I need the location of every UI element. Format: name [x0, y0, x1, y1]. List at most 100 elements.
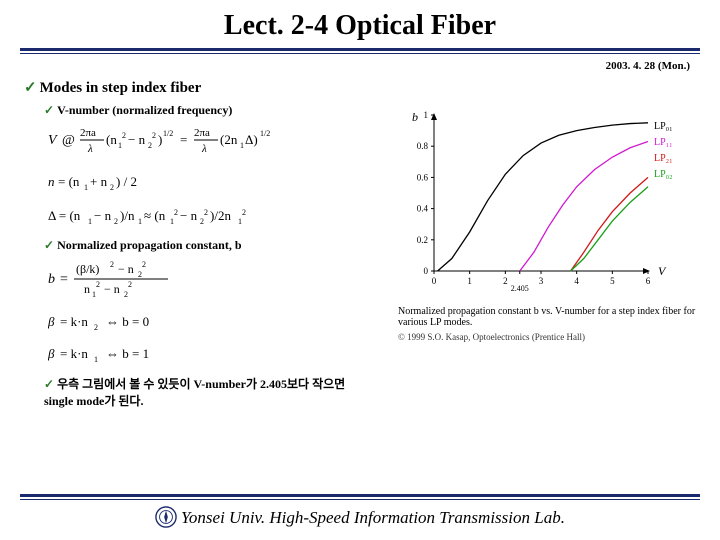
svg-text:b: b [412, 110, 418, 124]
svg-text:n: n [84, 282, 90, 296]
svg-text:0.2: 0.2 [417, 235, 428, 245]
svg-text:β: β [48, 346, 55, 361]
svg-text:1: 1 [88, 217, 92, 226]
svg-text:LP₁₁: LP₁₁ [654, 137, 673, 148]
svg-text:V: V [658, 264, 667, 278]
slide-title: Lect. 2-4 Optical Fiber [0, 0, 720, 42]
formula-n: n = (n 1 + n 2 ) / 2 [48, 170, 374, 194]
svg-text:=: = [180, 132, 187, 147]
svg-text:2πa: 2πa [80, 127, 96, 139]
svg-text:1: 1 [92, 290, 96, 299]
svg-text:⇔ b = 1: ⇔ b = 1 [106, 346, 149, 361]
svg-text:− n: − n [94, 208, 112, 223]
svg-text:2: 2 [200, 217, 204, 226]
svg-text:LP₀₂: LP₀₂ [654, 169, 673, 180]
svg-text:2: 2 [174, 208, 178, 217]
svg-text:5: 5 [610, 276, 615, 286]
formula-b: b = (β/k) 2 − n 2 2 n 1 2 − n 2 2 [48, 257, 374, 301]
bullet-main-text: Modes in step index fiber [40, 80, 202, 96]
svg-text:2: 2 [152, 131, 156, 140]
svg-text:1: 1 [84, 183, 88, 192]
formula-beta2: β = k·n 1 ⇔ b = 1 [48, 343, 374, 365]
svg-text:(β/k): (β/k) [76, 262, 99, 276]
svg-text:2: 2 [114, 217, 118, 226]
content-area: ✓Modes in step index fiber ✓V-number (no… [24, 78, 374, 413]
svg-text:− n: − n [180, 208, 198, 223]
bullet-main: ✓Modes in step index fiber [24, 78, 374, 97]
svg-text:b: b [48, 272, 55, 287]
svg-text:1: 1 [424, 110, 429, 120]
check-icon: ✓ [44, 377, 54, 391]
svg-text:2: 2 [138, 270, 142, 279]
svg-text:2: 2 [148, 141, 152, 150]
svg-text:Δ): Δ) [245, 132, 258, 147]
svg-text:− n: − n [104, 282, 120, 296]
formula-v: V @ 2πa λ (n 1 2 − n 2 2 ) 1/2 = 2πa λ (… [48, 122, 374, 160]
svg-text:=: = [60, 272, 68, 287]
svg-text:2: 2 [96, 280, 100, 289]
svg-text:) / 2: ) / 2 [116, 174, 137, 189]
svg-text:6: 6 [646, 276, 651, 286]
svg-text:= k·n: = k·n [60, 314, 88, 329]
chart-credit: © 1999 S.O. Kasap, Optoelectronics (Pren… [398, 332, 698, 342]
svg-text:2: 2 [110, 183, 114, 192]
svg-text:(n: (n [106, 132, 117, 147]
svg-text:− n: − n [118, 262, 134, 276]
svg-text:1: 1 [94, 355, 98, 364]
svg-text:0.8: 0.8 [417, 141, 429, 151]
svg-text:≈ (n: ≈ (n [144, 208, 166, 223]
svg-text:LP₂₁: LP₂₁ [654, 153, 673, 164]
svg-text:= (n: = (n [58, 174, 80, 189]
svg-text:2.405: 2.405 [511, 284, 529, 293]
svg-text:0.6: 0.6 [417, 172, 429, 182]
svg-text:0.4: 0.4 [417, 204, 429, 214]
svg-text:0: 0 [424, 266, 429, 276]
svg-text:β: β [48, 314, 55, 329]
footer-rule [20, 494, 700, 500]
svg-text:2: 2 [128, 280, 132, 289]
title-rule [20, 48, 700, 54]
svg-text:2: 2 [242, 208, 246, 217]
svg-text:= k·n: = k·n [60, 346, 88, 361]
svg-text:@: @ [62, 133, 75, 148]
bullet-sub2-text: Normalized propagation constant, b [57, 238, 241, 252]
svg-text:1: 1 [467, 276, 472, 286]
svg-text:2: 2 [124, 290, 128, 299]
svg-text:(2n: (2n [220, 132, 238, 147]
check-icon: ✓ [24, 80, 37, 96]
footer: Yonsei Univ. High-Speed Information Tran… [0, 508, 720, 530]
svg-text:1/2: 1/2 [163, 129, 173, 138]
svg-text:2: 2 [122, 131, 126, 140]
bullet-vnumber: ✓V-number (normalized frequency) [44, 103, 374, 118]
svg-text:2πa: 2πa [194, 127, 210, 139]
check-icon: ✓ [44, 238, 54, 252]
logo-icon [155, 506, 177, 528]
svg-text:)/n: )/n [120, 208, 135, 223]
chart-caption: Normalized propagation constant b vs. V-… [398, 306, 698, 328]
svg-text:1: 1 [238, 217, 242, 226]
svg-text:Δ = (n: Δ = (n [48, 208, 81, 223]
svg-text:1: 1 [240, 141, 244, 150]
svg-text:λ: λ [87, 143, 93, 155]
svg-text:2: 2 [204, 208, 208, 217]
svg-text:n: n [48, 174, 55, 189]
svg-text:)/2n: )/2n [210, 208, 231, 223]
svg-text:LP₀₁: LP₀₁ [654, 121, 673, 132]
svg-text:⇔ b = 0: ⇔ b = 0 [106, 314, 149, 329]
svg-text:2: 2 [142, 260, 146, 269]
formula-beta1: β = k·n 2 ⇔ b = 0 [48, 311, 374, 333]
svg-text:2: 2 [94, 323, 98, 332]
svg-text:+ n: + n [90, 174, 108, 189]
formula-delta: Δ = (n 1 − n 2 )/n 1 ≈ (n 1 2 − n 2 2 )/… [48, 204, 374, 228]
svg-text:1: 1 [170, 217, 174, 226]
svg-text:1: 1 [118, 141, 122, 150]
bullet-conclusion: ✓우측 그림에서 볼 수 있듯이 V-number가 2.405보다 작으면 s… [44, 375, 374, 409]
bullet-b: ✓Normalized propagation constant, b [44, 238, 374, 253]
svg-text:3: 3 [539, 276, 544, 286]
slide-date: 2003. 4. 28 (Mon.) [606, 60, 690, 72]
chart: 00.20.40.60.810122.4053456bVLP₀₁LP₁₁LP₂₁… [398, 105, 698, 365]
svg-text:): ) [158, 132, 162, 147]
svg-text:1/2: 1/2 [260, 129, 270, 138]
svg-text:0: 0 [432, 276, 437, 286]
footer-label: Yonsei Univ. High-Speed Information Tran… [181, 508, 565, 527]
